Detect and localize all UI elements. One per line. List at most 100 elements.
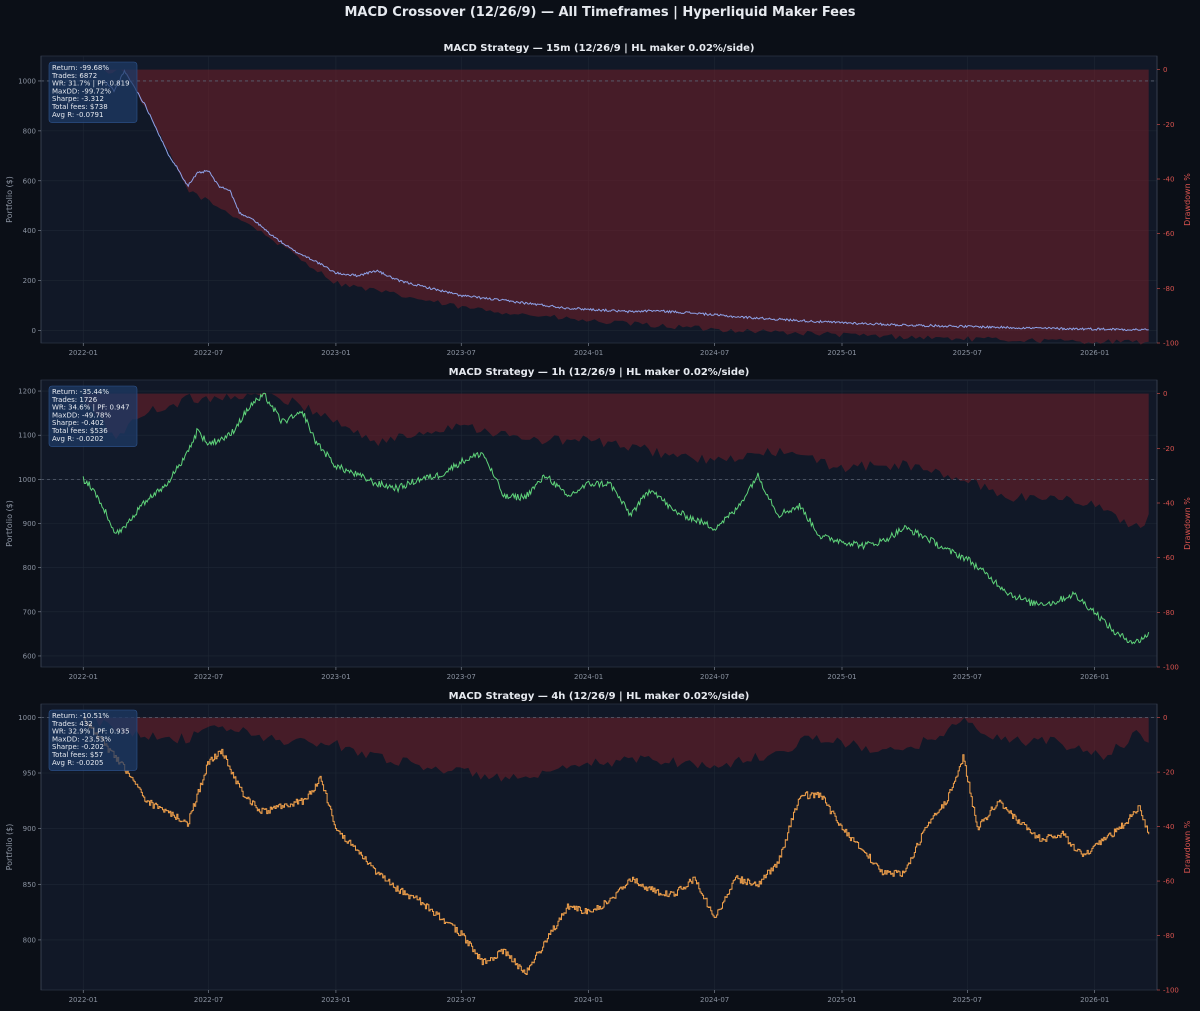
x-tick-label: 2026-01	[1080, 996, 1109, 1004]
y-tick-label: 1000	[18, 714, 36, 722]
x-tick-label: 2024-07	[700, 349, 729, 357]
stats-line: WR: 31.7% | PF: 0.819	[52, 80, 130, 88]
equity-line	[82, 392, 1150, 645]
drawdown-area	[83, 717, 1149, 782]
stats-line: WR: 34.6% | PF: 0.947	[52, 404, 130, 412]
y-right-tick-label: -60	[1163, 878, 1174, 886]
y-axis-label: Portfolio ($)	[5, 176, 14, 223]
y-tick-label: 600	[23, 177, 36, 185]
y-tick-label: 1000	[18, 476, 36, 484]
panel-title: MACD Strategy — 15m (12/26/9 | HL maker …	[444, 43, 755, 54]
y-right-tick-label: -100	[1163, 987, 1179, 995]
stats-line: MaxDD: -49.78%	[52, 411, 111, 419]
y-tick-label: 600	[23, 652, 36, 660]
y-right-tick-label: -20	[1163, 445, 1174, 453]
drawdown-area	[83, 393, 1149, 528]
equity-line	[83, 716, 1150, 975]
x-tick-label: 2022-01	[69, 673, 98, 681]
stats-line: Total fees: $536	[51, 427, 108, 435]
panel-1: 600 700 800 900 1000 1100 1200 0 -20 -40 -60 -80 -10…	[5, 367, 1192, 681]
x-tick-label: 2022-07	[194, 996, 223, 1004]
y-right-tick-label: -40	[1163, 176, 1174, 184]
y-axis-label: Portfolio ($)	[5, 500, 14, 547]
stats-line: Sharpe: -3.312	[52, 95, 104, 103]
panel-title: MACD Strategy — 4h (12/26/9 | HL maker 0…	[449, 691, 750, 702]
y-right-tick-label: -60	[1163, 230, 1174, 238]
y-right-tick-label: -20	[1163, 769, 1174, 777]
drawdown-area	[104, 69, 1149, 345]
y-tick-label: 800	[23, 936, 36, 944]
stats-line: Avg R: -0.0205	[52, 759, 103, 767]
y-tick-label: 900	[23, 520, 36, 528]
x-tick-label: 2024-07	[700, 673, 729, 681]
x-tick-label: 2025-07	[953, 996, 982, 1004]
y-tick-label: 800	[23, 564, 36, 572]
x-tick-label: 2022-01	[69, 349, 98, 357]
stats-line: Return: -99.68%	[52, 64, 109, 72]
y-tick-label: 1200	[18, 388, 36, 396]
y-tick-label: 950	[23, 769, 36, 777]
y-right-tick-label: 0	[1163, 714, 1167, 722]
stats-box	[48, 709, 138, 771]
panel-title: MACD Strategy — 1h (12/26/9 | HL maker 0…	[449, 367, 750, 378]
panel-0: 0 200 400 600 800 1000 0 -20 -40 -60 -80 -100 2022-0…	[5, 43, 1192, 357]
y-right-tick-label: -40	[1163, 500, 1174, 508]
stats-line: MaxDD: -23.53%	[52, 735, 111, 743]
y-right-tick-label: -20	[1163, 121, 1174, 129]
y-right-axis-label: Drawdown %	[1183, 820, 1192, 873]
x-tick-label: 2023-07	[447, 349, 476, 357]
x-tick-label: 2025-07	[953, 673, 982, 681]
y-tick-label: 1100	[18, 432, 36, 440]
y-tick-label: 1000	[18, 77, 36, 85]
stats-line: Trades: 1726	[51, 396, 98, 404]
stats-line: Trades: 6872	[51, 72, 97, 80]
y-tick-label: 800	[23, 127, 36, 135]
x-tick-label: 2023-01	[321, 349, 350, 357]
stats-line: Avg R: -0.0202	[52, 435, 103, 443]
stats-line: Sharpe: -0.202	[52, 743, 104, 751]
x-tick-label: 2025-07	[953, 349, 982, 357]
x-tick-label: 2025-01	[827, 349, 856, 357]
y-right-tick-label: -80	[1163, 285, 1174, 293]
y-right-tick-label: -80	[1163, 609, 1174, 617]
y-right-axis-label: Drawdown %	[1183, 173, 1192, 226]
x-tick-label: 2022-07	[194, 673, 223, 681]
x-tick-label: 2025-01	[827, 996, 856, 1004]
x-tick-label: 2023-01	[321, 673, 350, 681]
x-tick-label: 2023-01	[321, 996, 350, 1004]
stats-line: Sharpe: -0.402	[52, 419, 104, 427]
y-right-tick-label: -40	[1163, 823, 1174, 831]
y-right-tick-label: 0	[1163, 66, 1167, 74]
x-tick-label: 2022-01	[69, 996, 98, 1004]
y-right-tick-label: -80	[1163, 932, 1174, 940]
y-right-tick-label: -100	[1163, 340, 1179, 348]
stats-line: Trades: 432	[51, 720, 93, 728]
figure-title: MACD Crossover (12/26/9) — All Timeframe…	[344, 5, 855, 20]
stats-line: MaxDD: -99.72%	[52, 87, 111, 95]
x-tick-label: 2024-01	[574, 673, 603, 681]
x-tick-label: 2023-07	[447, 673, 476, 681]
x-tick-label: 2024-01	[574, 996, 603, 1004]
x-tick-label: 2026-01	[1080, 673, 1109, 681]
panel-2: 800 850 900 950 1000 0 -20 -40 -60 -80 -100 2022-01…	[5, 691, 1192, 1004]
stats-line: WR: 32.9% | PF: 0.935	[52, 728, 130, 736]
x-tick-label: 2024-07	[700, 996, 729, 1004]
y-tick-label: 200	[23, 277, 36, 285]
x-tick-label: 2023-07	[447, 996, 476, 1004]
x-tick-label: 2024-01	[574, 349, 603, 357]
stats-line: Return: -10.51%	[52, 712, 109, 720]
stats-line: Return: -35.44%	[52, 388, 109, 396]
equity-line	[104, 69, 1149, 332]
y-right-tick-label: -100	[1163, 664, 1179, 672]
y-tick-label: 850	[23, 881, 36, 889]
stats-line: Total fees: $738	[51, 103, 108, 111]
x-tick-label: 2022-07	[194, 349, 223, 357]
x-tick-label: 2025-01	[827, 673, 856, 681]
stats-line: Total fees: $57	[51, 751, 103, 759]
y-right-axis-label: Drawdown %	[1183, 497, 1192, 550]
y-tick-label: 0	[32, 327, 36, 335]
y-tick-label: 400	[23, 227, 36, 235]
y-tick-label: 700	[23, 608, 36, 616]
x-tick-label: 2026-01	[1080, 349, 1109, 357]
